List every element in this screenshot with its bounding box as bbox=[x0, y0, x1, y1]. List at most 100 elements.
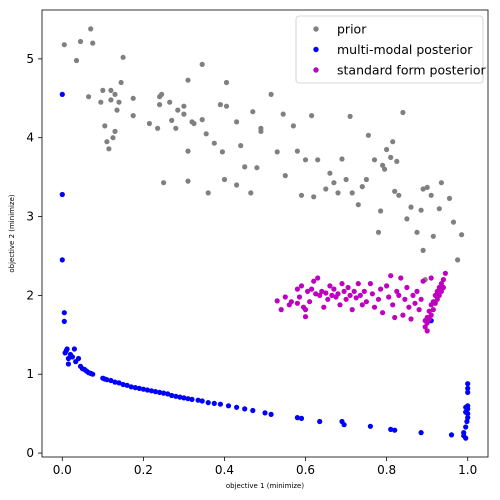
y-tick-label-5: 5 bbox=[26, 52, 34, 66]
x-tick-label-0: 0.0 bbox=[53, 463, 72, 477]
point-series-0-44 bbox=[217, 102, 223, 108]
point-series-0-7 bbox=[100, 87, 106, 93]
point-series-1-37 bbox=[157, 389, 163, 395]
point-series-0-15 bbox=[112, 128, 118, 134]
point-series-2-4 bbox=[288, 299, 294, 305]
point-series-0-69 bbox=[323, 186, 329, 192]
plot-frame bbox=[41, 9, 489, 458]
point-series-0-87 bbox=[388, 154, 394, 160]
point-series-0-86 bbox=[384, 146, 390, 153]
point-series-1-12 bbox=[71, 346, 77, 352]
point-series-2-6 bbox=[296, 294, 303, 300]
x-axis-ticks: 0.0 0.2 0.4 0.6 0.8 1.0 bbox=[53, 457, 477, 477]
point-series-2-57 bbox=[406, 304, 412, 310]
point-series-1-27 bbox=[116, 380, 122, 386]
point-series-0-22 bbox=[146, 120, 152, 127]
point-series-0-70 bbox=[327, 170, 333, 176]
point-series-2-55 bbox=[402, 296, 408, 302]
legend-marker-multi-modal-posterior bbox=[313, 46, 319, 53]
point-series-1-71 bbox=[463, 435, 469, 441]
point-series-2-68 bbox=[426, 316, 432, 322]
point-series-2-34 bbox=[353, 295, 359, 301]
point-series-0-33 bbox=[181, 103, 187, 109]
point-series-0-35 bbox=[185, 148, 191, 154]
point-series-0-89 bbox=[392, 188, 398, 194]
point-series-1-77 bbox=[465, 389, 471, 395]
x-tick-label-4: 0.8 bbox=[377, 463, 396, 477]
point-series-0-64 bbox=[298, 192, 305, 198]
point-series-0-85 bbox=[382, 166, 388, 172]
point-series-0-68 bbox=[315, 157, 321, 163]
point-series-1-52 bbox=[234, 404, 240, 410]
point-series-2-10 bbox=[305, 288, 311, 294]
point-series-1-8 bbox=[65, 355, 71, 362]
legend-marker-prior bbox=[313, 26, 319, 32]
point-series-2-77 bbox=[434, 288, 440, 294]
point-series-0-27 bbox=[161, 180, 167, 186]
point-series-1-48 bbox=[205, 400, 211, 406]
point-series-0-42 bbox=[205, 190, 211, 196]
point-series-2-38 bbox=[361, 288, 367, 294]
point-series-1-29 bbox=[124, 382, 130, 388]
point-series-2-86 bbox=[422, 318, 428, 324]
point-series-1-51 bbox=[225, 403, 232, 409]
point-series-1-58 bbox=[298, 415, 305, 421]
point-series-2-82 bbox=[440, 284, 446, 291]
point-series-1-3 bbox=[61, 310, 67, 316]
point-series-1-7 bbox=[64, 346, 70, 352]
point-series-2-74 bbox=[432, 300, 438, 306]
y-tick-label-2: 2 bbox=[26, 288, 34, 302]
point-series-1-36 bbox=[152, 389, 159, 395]
point-series-2-53 bbox=[398, 275, 404, 281]
legend-marker-standard-form-posterior bbox=[313, 67, 319, 73]
point-series-0-91 bbox=[396, 192, 402, 198]
point-series-0-61 bbox=[282, 173, 288, 179]
point-series-0-31 bbox=[175, 107, 181, 113]
point-series-2-27 bbox=[339, 281, 345, 287]
point-series-2-89 bbox=[294, 300, 300, 306]
point-series-1-9 bbox=[65, 361, 71, 367]
point-series-0-46 bbox=[221, 176, 228, 183]
point-series-0-23 bbox=[155, 125, 161, 131]
point-series-2-31 bbox=[347, 292, 353, 298]
point-series-2-30 bbox=[345, 284, 351, 291]
point-series-0-95 bbox=[414, 229, 420, 235]
point-series-0-12 bbox=[108, 87, 114, 93]
point-series-0-51 bbox=[238, 143, 244, 149]
point-series-1-35 bbox=[148, 388, 155, 394]
point-series-1-49 bbox=[211, 400, 217, 406]
point-series-2-62 bbox=[416, 307, 422, 313]
point-series-1-63 bbox=[388, 426, 394, 432]
x-axis-label: objective 1 (minimize) bbox=[226, 482, 304, 490]
y-tick-label-3: 3 bbox=[26, 210, 34, 224]
point-series-1-28 bbox=[120, 381, 126, 388]
point-series-2-14 bbox=[313, 291, 319, 297]
point-series-0-63 bbox=[294, 148, 300, 154]
point-series-0-1 bbox=[73, 57, 80, 64]
point-series-0-88 bbox=[390, 139, 396, 145]
point-series-2-36 bbox=[357, 292, 363, 298]
point-series-1-34 bbox=[144, 387, 150, 393]
point-series-0-72 bbox=[335, 190, 341, 196]
point-series-0-73 bbox=[339, 156, 345, 162]
point-series-0-102 bbox=[430, 233, 436, 239]
point-series-1-14 bbox=[75, 355, 82, 362]
point-series-1-0 bbox=[59, 91, 65, 97]
point-series-1-75 bbox=[465, 381, 471, 387]
point-series-1-1 bbox=[59, 191, 65, 198]
point-series-0-0 bbox=[61, 42, 67, 48]
point-series-2-80 bbox=[438, 288, 444, 294]
point-series-1-62 bbox=[367, 423, 373, 429]
point-series-2-41 bbox=[369, 291, 375, 297]
point-series-0-30 bbox=[173, 125, 179, 131]
point-series-0-59 bbox=[274, 149, 280, 155]
point-series-2-9 bbox=[302, 314, 309, 320]
point-series-2-23 bbox=[331, 286, 337, 292]
point-series-0-5 bbox=[86, 94, 92, 100]
point-series-0-25 bbox=[157, 102, 163, 108]
point-series-2-85 bbox=[424, 328, 430, 334]
point-series-2-25 bbox=[335, 291, 341, 297]
point-series-0-65 bbox=[302, 157, 309, 163]
point-series-2-87 bbox=[428, 275, 434, 281]
